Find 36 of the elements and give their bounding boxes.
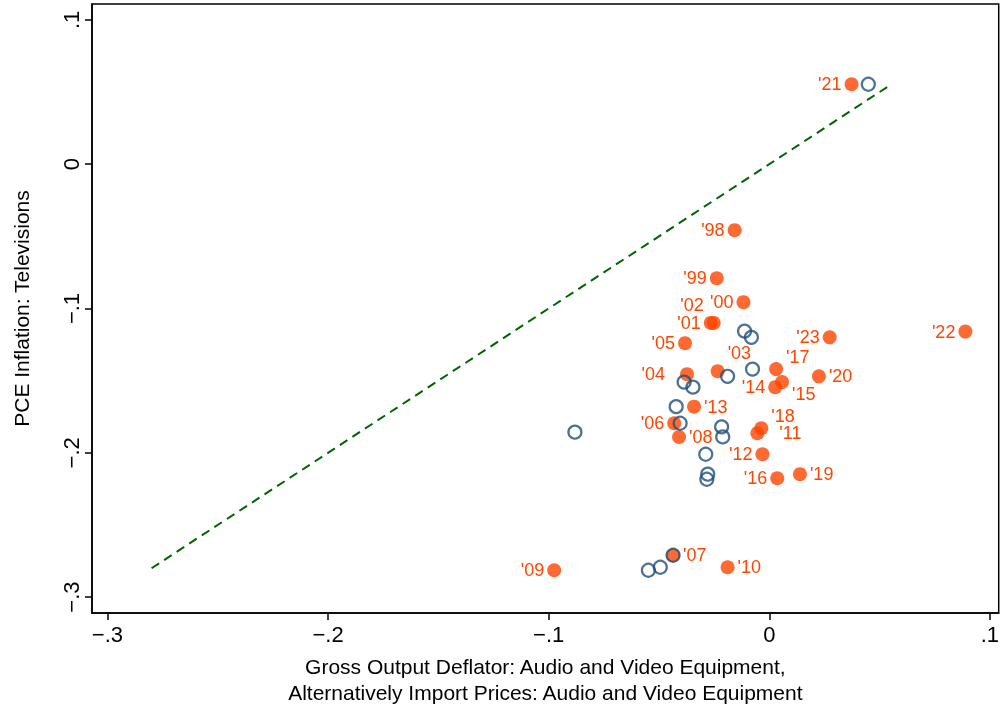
annotation: '12 (728, 444, 753, 465)
annotation: '06 (640, 413, 665, 434)
y-tick-label: .1 (58, 10, 84, 30)
annotation: '05 (651, 333, 676, 354)
y-tick-label: −.3 (58, 581, 84, 613)
annotation: '07 (683, 545, 707, 566)
annotation: '02 (680, 294, 704, 315)
annotation: '09 (520, 560, 545, 581)
annotation: '03 (727, 343, 752, 364)
annotation: '20 (828, 366, 853, 387)
annotation: '98 (701, 220, 725, 241)
annotation: '08 (689, 426, 713, 447)
y-tick-label: −.2 (58, 437, 84, 469)
annotation: '13 (704, 396, 728, 417)
annotation: '00 (710, 292, 734, 313)
x-axis-title: Gross Output Deflator: Audio and Video Equipment, Alternatively Import Prices: Audio and Video Equipment (288, 654, 803, 704)
annotation: '01 (677, 312, 701, 333)
annotation: '04 (641, 364, 665, 385)
annotation: '21 (818, 74, 842, 95)
x-tick-label: −.2 (312, 621, 344, 647)
x-tick-label: −.3 (91, 621, 124, 647)
x-tick-label: .1 (980, 621, 1000, 647)
annotation: '19 (809, 464, 834, 485)
annotation: '17 (786, 347, 810, 368)
annotation: '14 (741, 377, 766, 398)
annotation: '10 (737, 557, 762, 578)
x-tick-label: −.1 (533, 621, 565, 647)
annotation: '23 (796, 327, 820, 348)
y-axis-title: PCE Inflation: Televisions (9, 190, 33, 427)
annotation: '22 (931, 321, 956, 342)
x-tick-label: 0 (763, 621, 776, 647)
y-tick-label: −.1 (58, 292, 84, 325)
annotation: '16 (743, 468, 768, 489)
y-tick-label: 0 (58, 158, 84, 171)
annotation: '15 (792, 384, 816, 405)
annotation: '99 (683, 268, 707, 289)
